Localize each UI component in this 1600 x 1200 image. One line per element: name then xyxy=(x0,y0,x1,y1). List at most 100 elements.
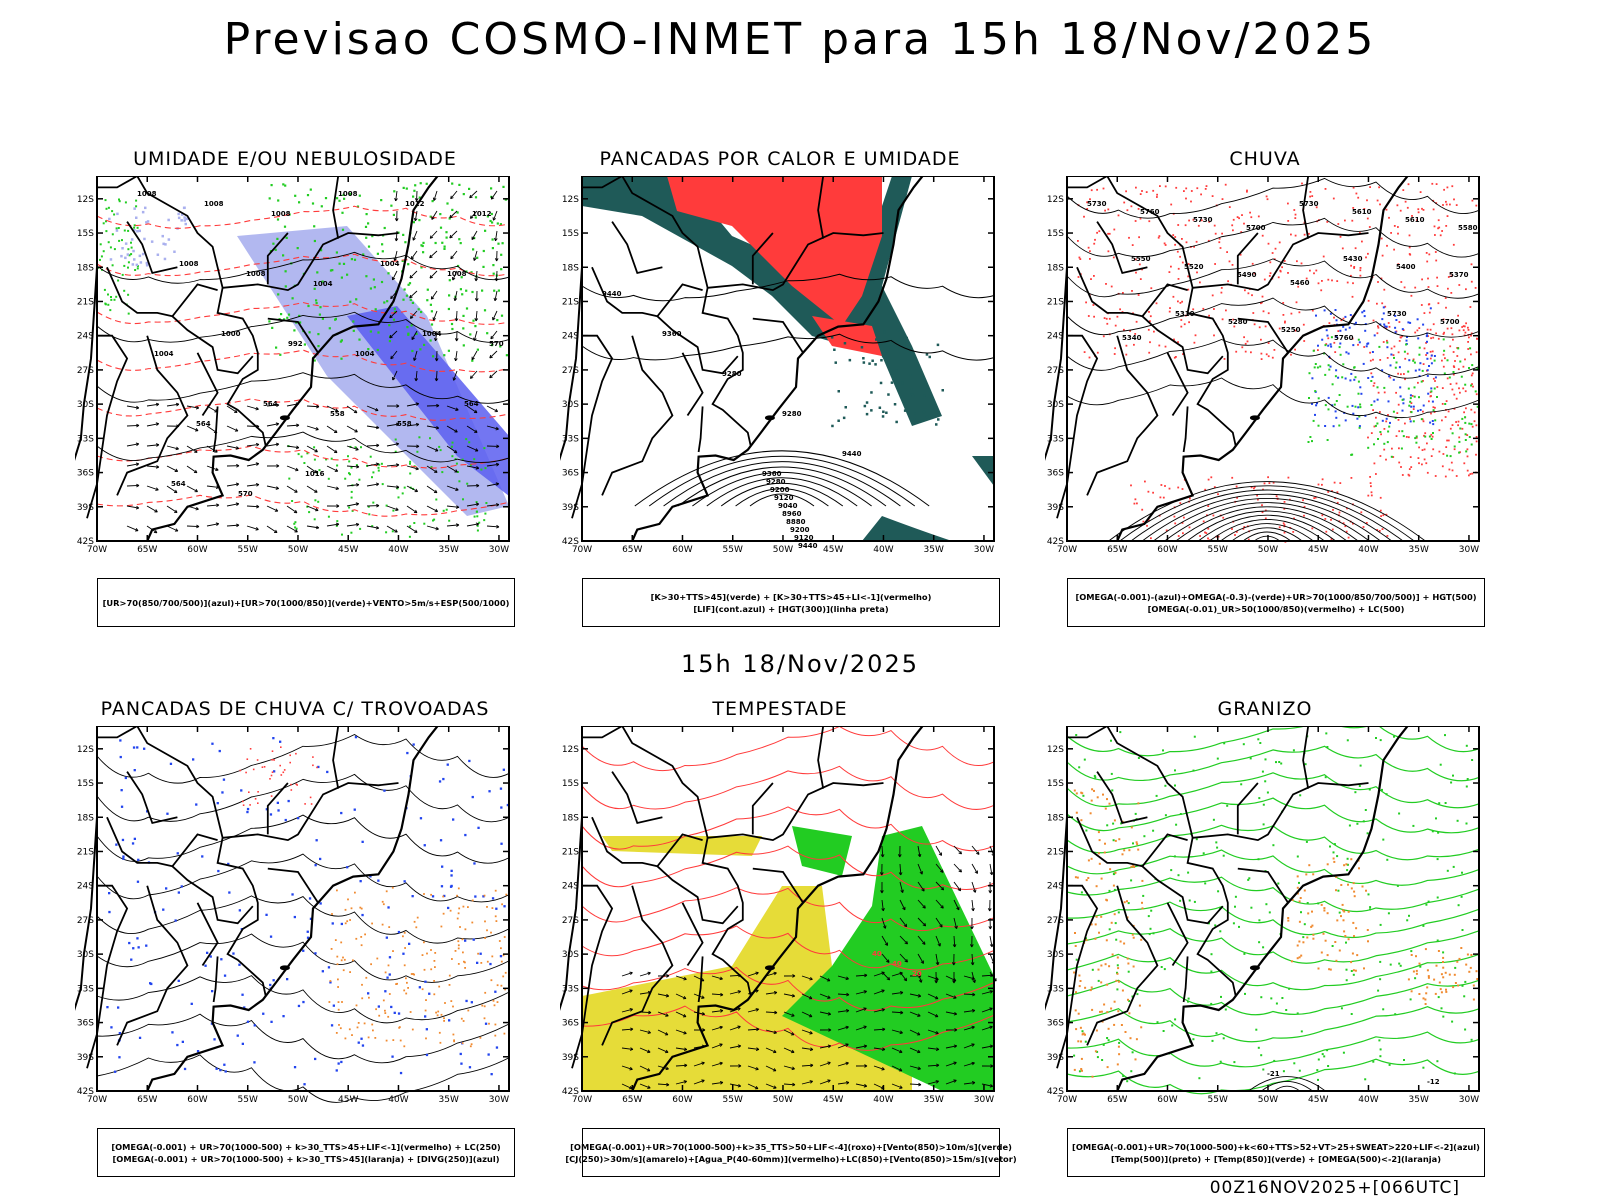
divergence-speckle xyxy=(459,1052,462,1056)
red-speckle xyxy=(1411,215,1413,217)
green-speckle xyxy=(335,251,338,254)
wind-vector xyxy=(471,356,475,361)
blue-speckle xyxy=(132,249,135,253)
green-speckle xyxy=(1451,1020,1454,1023)
red-speckle xyxy=(280,774,283,776)
red-speckle xyxy=(1430,455,1433,457)
wind-vector xyxy=(466,465,479,469)
green-speckle xyxy=(1379,960,1382,963)
green-speckle xyxy=(1164,814,1167,817)
blue-speckle xyxy=(1428,365,1430,367)
divergence-speckle xyxy=(340,922,343,926)
orange-speckle xyxy=(1134,1058,1137,1061)
red-speckle xyxy=(1408,234,1411,237)
green-speckle xyxy=(135,199,138,202)
wind-vector xyxy=(186,465,198,474)
green-speckle xyxy=(1219,1060,1222,1063)
contour-label: 8960 xyxy=(782,510,802,518)
green-speckle xyxy=(1250,906,1253,909)
green-speckle xyxy=(1346,405,1349,408)
green-speckle xyxy=(1163,968,1166,971)
orange-speckle xyxy=(1104,807,1107,810)
red-speckle xyxy=(1253,272,1256,275)
orange-speckle xyxy=(1074,1009,1077,1012)
orange-speckle xyxy=(1081,1033,1084,1036)
wind-vector xyxy=(255,527,259,531)
red-speckle xyxy=(1205,532,1208,534)
orange-speckle xyxy=(423,968,426,971)
wind-vector xyxy=(899,917,908,928)
divergence-speckle xyxy=(383,789,386,792)
divergence-speckle xyxy=(317,765,320,769)
wind-vector xyxy=(891,1011,904,1014)
teal-speckle xyxy=(844,406,847,409)
state-border xyxy=(707,782,884,842)
orange-speckle xyxy=(450,1000,453,1002)
orange-speckle xyxy=(398,1026,401,1029)
red-speckle xyxy=(1136,502,1138,505)
red-speckle xyxy=(1208,220,1211,223)
contour-label: 1004 xyxy=(154,350,174,358)
green-speckle xyxy=(476,515,479,518)
red-speckle xyxy=(1378,530,1381,532)
divergence-speckle xyxy=(108,892,111,895)
divergence-speckle xyxy=(495,907,498,910)
orange-speckle xyxy=(1079,1026,1082,1029)
divergence-speckle xyxy=(442,777,445,781)
divergence-speckle xyxy=(337,1062,340,1065)
orange-speckle xyxy=(1350,858,1353,861)
red-speckle xyxy=(1228,206,1231,208)
red-speckle xyxy=(312,756,314,758)
green-speckle xyxy=(450,322,454,326)
green-speckle xyxy=(377,466,380,469)
orange-speckle xyxy=(340,941,343,944)
wind-vector xyxy=(410,310,418,319)
red-speckle xyxy=(1193,245,1195,248)
red-speckle xyxy=(1456,355,1459,357)
divergence-speckle xyxy=(468,759,471,763)
divergence-speckle xyxy=(216,802,219,805)
red-speckle xyxy=(1466,455,1469,458)
orange-speckle xyxy=(1108,965,1111,968)
green-speckle xyxy=(1463,995,1466,998)
green-speckle xyxy=(1422,924,1425,927)
green-speckle xyxy=(1131,995,1134,998)
orange-speckle xyxy=(1090,986,1093,989)
wind-vector xyxy=(194,488,198,493)
lon-label: 50W xyxy=(1258,1095,1278,1105)
contour-label: 9200 xyxy=(790,526,810,534)
divergence-speckle xyxy=(353,808,356,811)
green-speckle xyxy=(376,252,379,255)
wind-vector xyxy=(629,1008,633,1012)
orange-speckle xyxy=(430,949,432,951)
green-speckle xyxy=(1111,789,1114,792)
green-speckle xyxy=(124,201,127,204)
orange-speckle xyxy=(494,1023,497,1026)
red-speckle xyxy=(1470,332,1473,335)
wind-vector xyxy=(434,508,439,513)
green-speckle xyxy=(367,245,371,248)
green-speckle xyxy=(118,200,121,203)
wind-vector xyxy=(314,489,318,493)
green-speckle xyxy=(381,243,384,246)
red-speckle xyxy=(1410,294,1413,297)
divergence-speckle xyxy=(452,818,455,821)
red-speckle xyxy=(1089,258,1091,260)
green-speckle xyxy=(115,227,118,230)
wind-vector xyxy=(963,975,975,980)
lake-patos xyxy=(279,965,290,971)
lat-label: 30S xyxy=(1047,950,1064,960)
green-speckle xyxy=(107,241,110,244)
green-speckle xyxy=(350,531,353,534)
wind-vector xyxy=(286,525,298,533)
coastline-atlantic xyxy=(1116,726,1410,1092)
divergence-speckle xyxy=(177,891,180,894)
green-speckle xyxy=(1452,371,1455,373)
red-speckle xyxy=(1452,243,1455,246)
wind-vector xyxy=(939,924,943,928)
contour-label: 5250 xyxy=(1281,326,1301,334)
wind-vector xyxy=(629,971,633,976)
wind-vector xyxy=(452,276,456,281)
green-speckle xyxy=(1437,996,1440,999)
blue-speckle xyxy=(1325,329,1328,332)
